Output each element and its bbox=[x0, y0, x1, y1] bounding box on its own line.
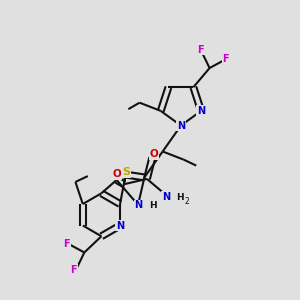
Text: N: N bbox=[177, 121, 185, 130]
Text: N: N bbox=[134, 200, 142, 210]
Text: O: O bbox=[149, 149, 158, 159]
Text: O: O bbox=[112, 169, 121, 179]
Text: N: N bbox=[197, 106, 205, 116]
Text: F: F bbox=[63, 239, 70, 249]
Text: F: F bbox=[197, 45, 204, 55]
Text: 2: 2 bbox=[184, 197, 189, 206]
Text: F: F bbox=[223, 54, 229, 64]
Text: F: F bbox=[70, 265, 77, 275]
Text: N: N bbox=[162, 192, 170, 202]
Text: S: S bbox=[122, 167, 130, 177]
Text: H: H bbox=[176, 193, 184, 202]
Text: H: H bbox=[149, 201, 157, 210]
Text: N: N bbox=[116, 220, 124, 230]
